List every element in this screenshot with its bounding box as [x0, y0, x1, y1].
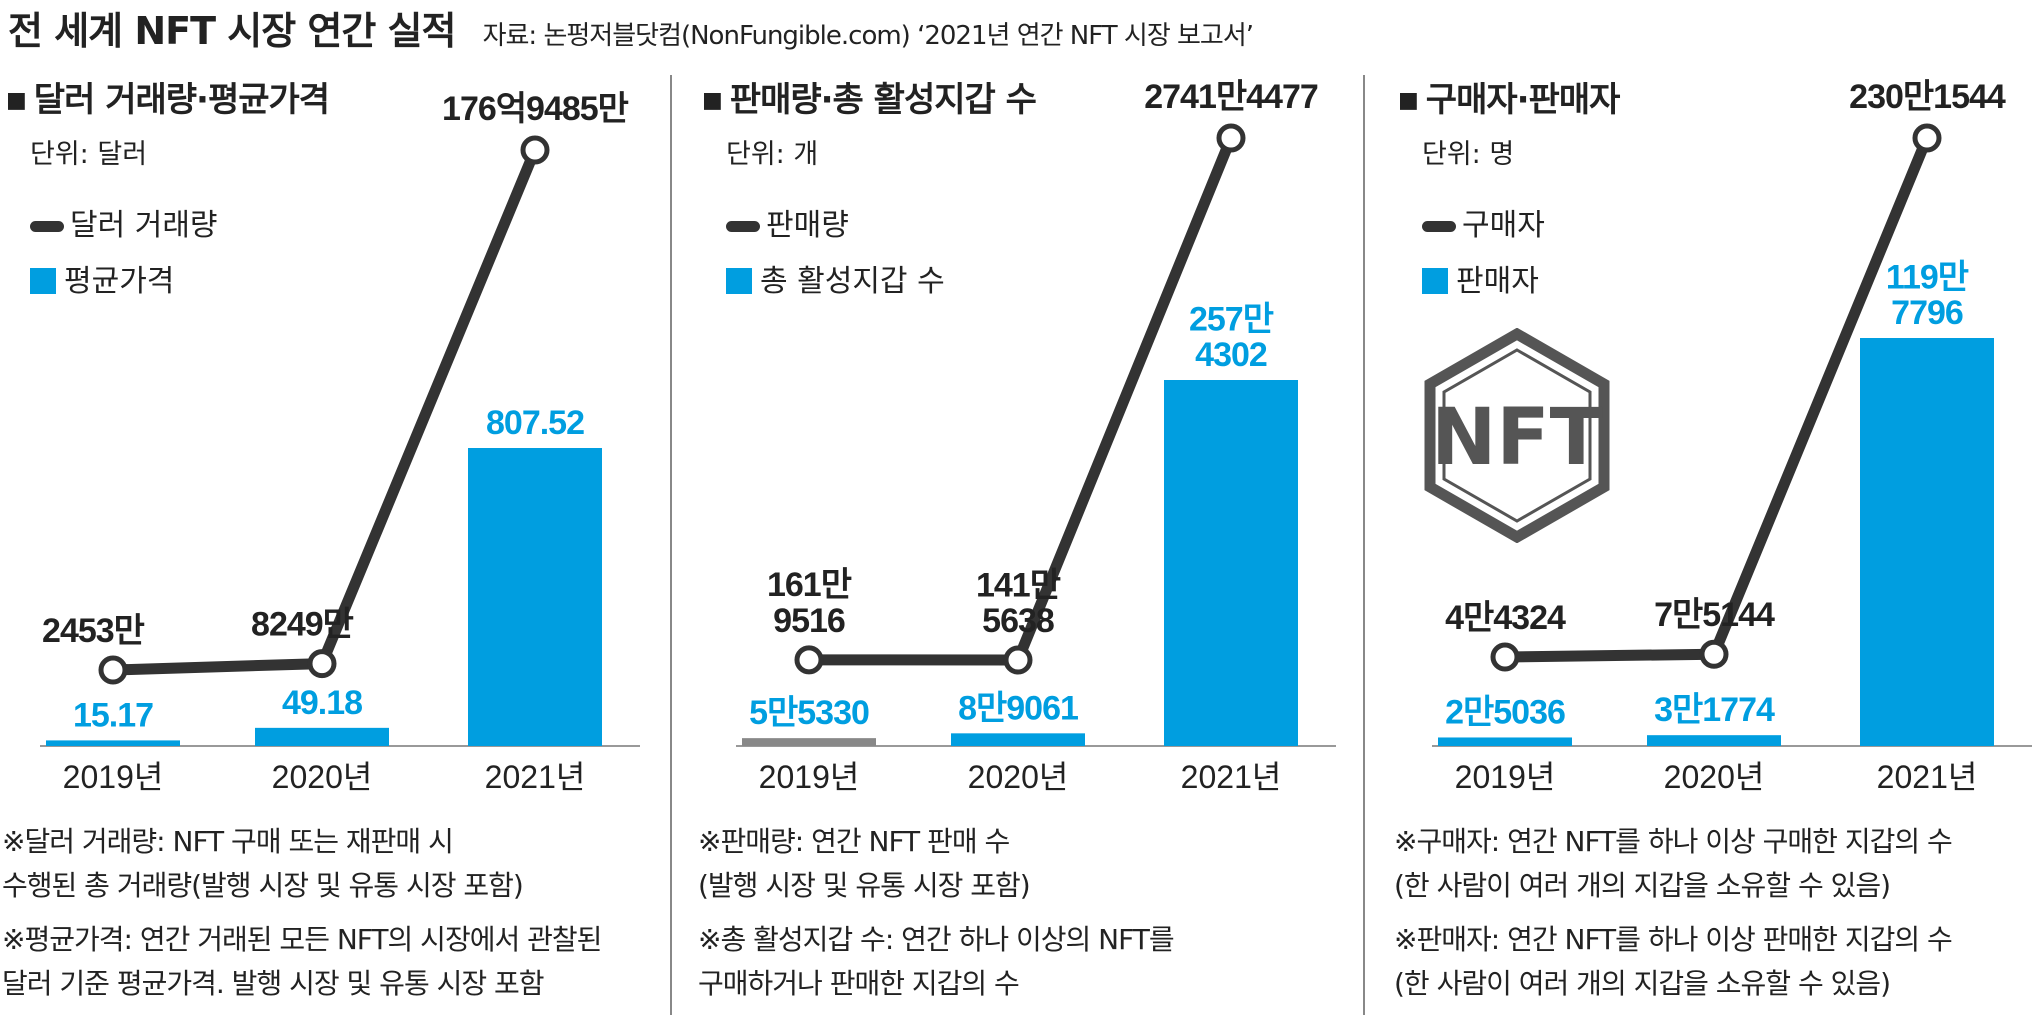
nft-logo-text: NFT: [1431, 393, 1603, 483]
line-label-2020년: 8249만: [251, 606, 354, 644]
legend-line-label: 달러 거래량: [70, 208, 218, 243]
line-point-2020년: [1003, 645, 1033, 675]
bar-label-2019년: 2만5036: [1445, 693, 1565, 731]
legend-bar-label: 판매자: [1456, 264, 1539, 299]
panel-dollar-volume: 달러 거래량·평균가격 단위: 달러 달러 거래량 평균가격 15.17 49.1…: [0, 70, 670, 1015]
legend-line: 달러 거래량: [30, 200, 218, 244]
x-tick-label-2019년: 2019년: [759, 759, 860, 795]
legend-line: 구매자: [1422, 200, 1545, 244]
legend-line-swatch: [726, 221, 760, 232]
line-point-2019년: [1490, 642, 1520, 672]
bar-label-2021년: 119만 7796: [1886, 258, 1969, 332]
unit-label: 단위: 명: [1422, 139, 1515, 170]
legend-bar-label: 총 활성지갑 수: [760, 264, 945, 299]
bar-label-2019년: 5만5330: [749, 694, 869, 732]
note-4: (한 사람이 여러 개의 지갑을 소유할 수 있음): [1394, 967, 1891, 1000]
nft-logo-icon: NFT: [1424, 328, 1610, 543]
x-tick-label-2020년: 2020년: [272, 759, 373, 795]
line-point-2021년: [1216, 123, 1246, 153]
bar-2020년: [255, 727, 389, 746]
chart-dollar-volume: 15.17 49.18 807.52 2453만 8249만 176억9485만 2019년…: [40, 90, 640, 795]
x-tick-label-2019년: 2019년: [63, 759, 164, 795]
panel-title: 구매자·판매자: [1398, 72, 1621, 121]
bar-label-2020년: 49.18: [282, 684, 362, 722]
line-label-2021년: 2741만4477: [1144, 78, 1318, 116]
x-tick-label-2020년: 2020년: [1664, 759, 1765, 795]
x-tick-label-2021년: 2021년: [485, 759, 586, 795]
bar-2020년: [1647, 735, 1781, 746]
legend-bar: 판매자: [1422, 256, 1539, 300]
bar-2020년: [951, 733, 1085, 746]
bar-2019년: [1438, 737, 1572, 746]
line-label-2021년: 230만1544: [1849, 78, 2006, 116]
line-label-2020년: 141만 5638: [976, 566, 1061, 640]
legend-line-swatch: [30, 221, 64, 232]
line-point-2021년: [1912, 123, 1942, 153]
panel-title: 판매량·총 활성지갑 수: [702, 72, 1037, 121]
line-point-2019년: [794, 645, 824, 675]
note-2: 수행된 총 거래량(발행 시장 및 유통 시장 포함): [2, 869, 524, 902]
bar-label-2019년: 15.17: [73, 696, 153, 734]
bar-2019년: [742, 738, 876, 746]
unit-label: 단위: 개: [726, 139, 819, 170]
x-tick-label-2019년: 2019년: [1455, 759, 1556, 795]
note-1: ※판매량: 연간 NFT 판매 수: [698, 825, 1010, 858]
line-label-2021년: 176억9485만: [442, 90, 629, 128]
line-point-2020년: [1699, 639, 1729, 669]
legend-bar-swatch: [726, 268, 752, 294]
legend-line-label: 구매자: [1462, 208, 1545, 243]
note-2: (한 사람이 여러 개의 지갑을 소유할 수 있음): [1394, 869, 1891, 902]
bar-label-2021년: 257만 4302: [1189, 300, 1274, 374]
chart-sales-wallets: 5만5330 8만9061 257만 4302 161만 9516 141만 5638 2741…: [736, 78, 1336, 795]
legend-bar: 총 활성지갑 수: [726, 256, 945, 300]
legend-line: 판매량: [726, 200, 849, 244]
x-tick-label-2020년: 2020년: [968, 759, 1069, 795]
line-point-2021년: [520, 135, 550, 165]
legend-line-swatch: [1422, 221, 1456, 232]
page-title: 전 세계 NFT 시장 연간 실적: [8, 9, 456, 53]
panel-buyers-sellers: 구매자·판매자 단위: 명 구매자 판매자 NFT 2만5036 3만1774 11…: [1392, 70, 2032, 1015]
bar-2021년: [1164, 380, 1298, 746]
note-2: (발행 시장 및 유통 시장 포함): [698, 869, 1031, 902]
divider-1: [670, 75, 672, 1015]
x-tick-label-2021년: 2021년: [1181, 759, 1282, 795]
legend-bar-swatch: [30, 268, 56, 294]
note-4: 달러 기준 평균가격. 발행 시장 및 유통 시장 포함: [2, 967, 545, 1000]
note-1: ※구매자: 연간 NFT를 하나 이상 구매한 지갑의 수: [1394, 825, 1953, 858]
note-3: ※판매자: 연간 NFT를 하나 이상 판매한 지갑의 수: [1394, 923, 1953, 956]
note-3: ※총 활성지갑 수: 연간 하나 이상의 NFT를: [698, 923, 1175, 956]
line-label-2019년: 2453만: [42, 612, 145, 650]
unit-label: 단위: 달러: [30, 139, 148, 170]
panel-sales-wallets: 판매량·총 활성지갑 수 단위: 개 판매량 총 활성지갑 수 5만5330 8만…: [696, 70, 1366, 1015]
panel-title: 달러 거래량·평균가격: [6, 72, 330, 121]
note-1: ※달러 거래량: NFT 구매 또는 재판매 시: [2, 825, 454, 858]
line-label-2019년: 161만 9516: [767, 566, 852, 640]
bar-label-2021년: 807.52: [486, 404, 584, 442]
note-3: ※평균가격: 연간 거래된 모든 NFT의 시장에서 관찰된: [2, 923, 602, 956]
bar-2019년: [46, 740, 180, 746]
line-label-2019년: 4만4324: [1445, 599, 1566, 637]
legend-line-label: 판매량: [766, 208, 849, 243]
x-tick-label-2021년: 2021년: [1877, 759, 1978, 795]
bar-label-2020년: 8만9061: [958, 689, 1078, 727]
line-label-2020년: 7만5144: [1654, 596, 1775, 634]
bar-label-2020년: 3만1774: [1654, 691, 1775, 729]
divider-2: [1363, 75, 1365, 1015]
source-text: 자료: 논펑저블닷컴(NonFungible.com) ‘2021년 연간 NF…: [482, 21, 1254, 51]
legend-bar: 평균가격: [30, 256, 174, 300]
line-point-2019년: [98, 655, 128, 685]
legend-bar-swatch: [1422, 268, 1448, 294]
bar-2021년: [1860, 338, 1994, 746]
header: 전 세계 NFT 시장 연간 실적 자료: 논펑저블닷컴(NonFungible…: [8, 0, 1254, 60]
note-4: 구매하거나 판매한 지갑의 수: [698, 967, 1020, 1000]
bar-2021년: [468, 448, 602, 746]
chart-buyers-sellers: 2만5036 3만1774 119만 7796 4만4324 7만5144 230만1544…: [1432, 78, 2032, 795]
line-point-2020년: [307, 649, 337, 679]
legend-bar-label: 평균가격: [64, 264, 175, 299]
